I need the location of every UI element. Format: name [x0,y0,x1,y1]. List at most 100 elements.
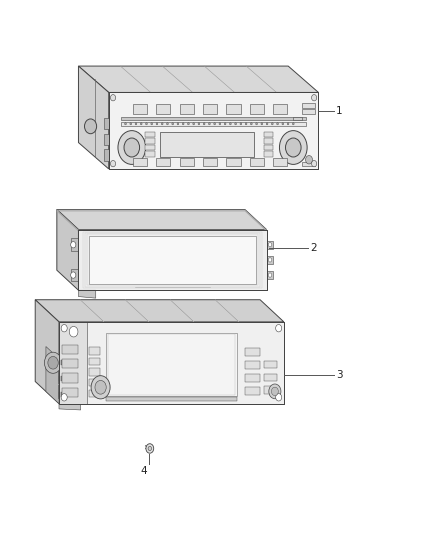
Bar [108,334,235,395]
Bar [58,385,69,398]
Circle shape [156,123,158,125]
Circle shape [161,123,163,125]
Circle shape [148,446,152,450]
Circle shape [293,123,294,125]
Bar [302,109,314,114]
Bar [226,158,240,166]
Circle shape [235,123,237,125]
Circle shape [44,352,62,373]
Bar [89,347,100,354]
Text: 4: 4 [141,466,147,476]
Circle shape [130,123,131,125]
Circle shape [214,123,215,125]
Bar [121,117,306,120]
Polygon shape [46,346,59,403]
Bar [273,158,287,166]
Bar [160,132,254,157]
Bar [59,360,60,365]
Bar [244,374,260,382]
Circle shape [230,123,231,125]
Circle shape [110,94,116,101]
Bar [59,322,87,403]
Bar [87,235,258,286]
Circle shape [311,160,317,167]
Circle shape [224,123,226,125]
Bar [109,92,318,169]
Circle shape [279,131,307,164]
Text: 2: 2 [310,243,316,253]
Circle shape [140,123,142,125]
Circle shape [187,123,189,125]
Bar [267,240,273,249]
Text: 1: 1 [336,106,343,116]
Circle shape [71,241,76,248]
Bar [78,230,267,290]
Circle shape [208,123,210,125]
Bar [226,104,240,114]
Polygon shape [78,290,96,298]
Circle shape [219,123,221,125]
Bar [58,369,69,383]
Bar [244,348,260,356]
Circle shape [110,160,116,167]
Circle shape [282,123,284,125]
Bar [89,358,100,365]
Polygon shape [104,149,115,161]
Circle shape [251,123,252,125]
Bar [156,104,170,114]
Polygon shape [59,403,81,410]
Bar [65,360,67,365]
Bar [89,379,100,386]
Bar [62,387,78,397]
Bar [59,376,60,381]
Circle shape [261,123,263,125]
Bar [61,392,62,397]
Polygon shape [104,134,115,145]
Bar [264,145,273,150]
Circle shape [203,123,205,125]
Bar [264,386,277,394]
Bar [65,392,67,397]
Bar [62,374,78,383]
Bar [267,256,273,264]
Bar [106,397,237,401]
Circle shape [269,384,281,399]
Circle shape [268,243,272,247]
Circle shape [272,387,278,395]
Bar [264,151,273,157]
Bar [267,271,273,279]
Polygon shape [78,66,318,92]
Polygon shape [57,209,78,290]
Circle shape [277,123,279,125]
Bar [63,392,64,397]
Circle shape [272,123,273,125]
Bar [264,139,273,144]
Circle shape [118,131,146,164]
Circle shape [146,443,154,453]
Bar [62,359,78,368]
Polygon shape [78,66,109,169]
Circle shape [91,376,110,399]
Circle shape [124,138,140,157]
Circle shape [151,123,152,125]
Text: 3: 3 [336,369,343,379]
Circle shape [61,393,67,401]
Circle shape [182,123,184,125]
Bar [273,104,287,114]
Circle shape [145,123,147,125]
Circle shape [266,123,268,125]
Bar [62,345,78,354]
Circle shape [135,123,137,125]
Polygon shape [57,209,267,230]
Bar [145,145,155,150]
Bar [89,368,100,376]
Circle shape [268,273,272,277]
Bar [61,360,62,365]
Bar [89,390,100,397]
Circle shape [306,156,312,164]
Circle shape [95,381,106,394]
Bar [145,132,155,137]
Polygon shape [104,118,115,130]
Circle shape [177,123,179,125]
Circle shape [268,258,272,262]
